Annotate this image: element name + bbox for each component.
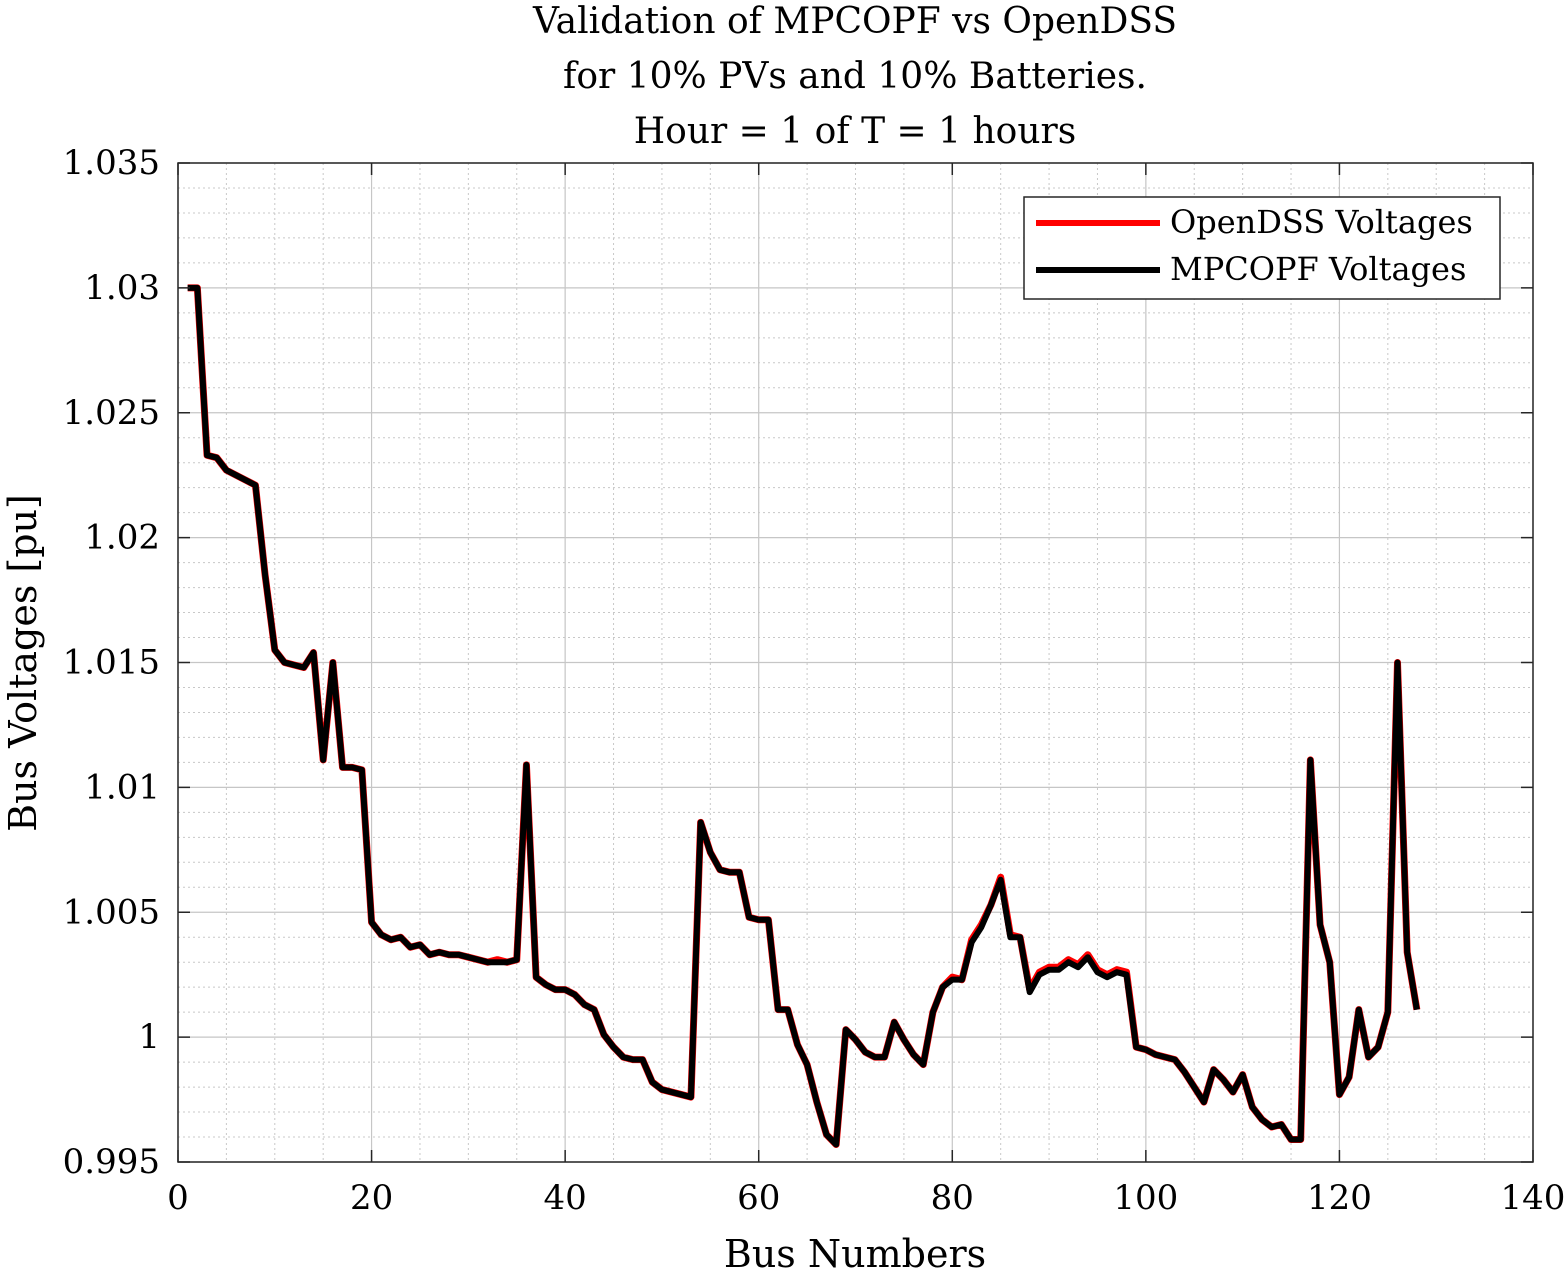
y-tick-label: 1.01 [84, 767, 160, 807]
y-tick-label: 0.995 [63, 1142, 160, 1182]
y-tick-label: 1 [138, 1017, 160, 1057]
y-tick-label: 1.005 [63, 892, 160, 932]
axis-ticks [177, 162, 1534, 1163]
y-tick-label: 1.025 [63, 393, 160, 433]
title-line-3: Hour = 1 of T = 1 hours [634, 111, 1076, 152]
y-tick-label: 1.02 [84, 518, 160, 558]
series-layer [187, 284, 1421, 1149]
y-axis-label: Bus Voltages [pu] [1, 494, 45, 832]
title-line-2: for 10% PVs and 10% Batteries. [563, 56, 1147, 97]
y-tick-label: 1.015 [63, 643, 160, 683]
x-tick-label: 140 [1501, 1178, 1564, 1218]
minor-grid [178, 163, 1533, 1162]
y-tick-label: 1.03 [84, 268, 160, 308]
x-tick-label: 100 [1113, 1178, 1178, 1218]
series-line-mpcopf [187, 284, 1420, 1148]
x-tick-labels: 0 20 40 60 80 100 120 140 [167, 1178, 1564, 1218]
x-tick-label: 120 [1307, 1178, 1372, 1218]
y-tick-label: 1.035 [63, 143, 160, 183]
chart-title: Validation of MPCOPF vs OpenDSS for 10% … [532, 1, 1177, 152]
x-axis-label: Bus Numbers [724, 1232, 986, 1274]
legend: OpenDSS Voltages MPCOPF Voltages [1023, 196, 1501, 300]
x-tick-label: 0 [167, 1178, 189, 1218]
x-tick-label: 40 [544, 1178, 587, 1218]
title-line-1: Validation of MPCOPF vs OpenDSS [532, 1, 1177, 42]
legend-label-opendss: OpenDSS Voltages [1170, 203, 1473, 241]
x-tick-label: 60 [737, 1178, 780, 1218]
x-tick-label: 20 [350, 1178, 393, 1218]
x-tick-label: 80 [931, 1178, 974, 1218]
legend-label-mpcopf: MPCOPF Voltages [1170, 250, 1466, 288]
y-tick-labels: 0.995 1 1.005 1.01 1.015 1.02 1.025 1.03 1.035 [63, 143, 160, 1182]
legend-box [1023, 196, 1501, 300]
